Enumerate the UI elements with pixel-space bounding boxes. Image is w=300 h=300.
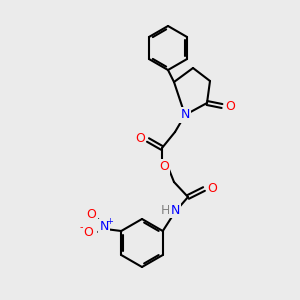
Text: O: O (135, 131, 145, 145)
Text: O: O (83, 226, 93, 238)
Text: O: O (207, 182, 217, 196)
Text: N: N (170, 203, 180, 217)
Text: H: H (160, 203, 170, 217)
Text: -: - (80, 222, 83, 232)
Text: N: N (180, 109, 190, 122)
Text: O: O (159, 160, 169, 173)
Text: N: N (100, 220, 109, 233)
Text: O: O (225, 100, 235, 112)
Text: O: O (86, 208, 96, 221)
Text: +: + (106, 218, 113, 226)
